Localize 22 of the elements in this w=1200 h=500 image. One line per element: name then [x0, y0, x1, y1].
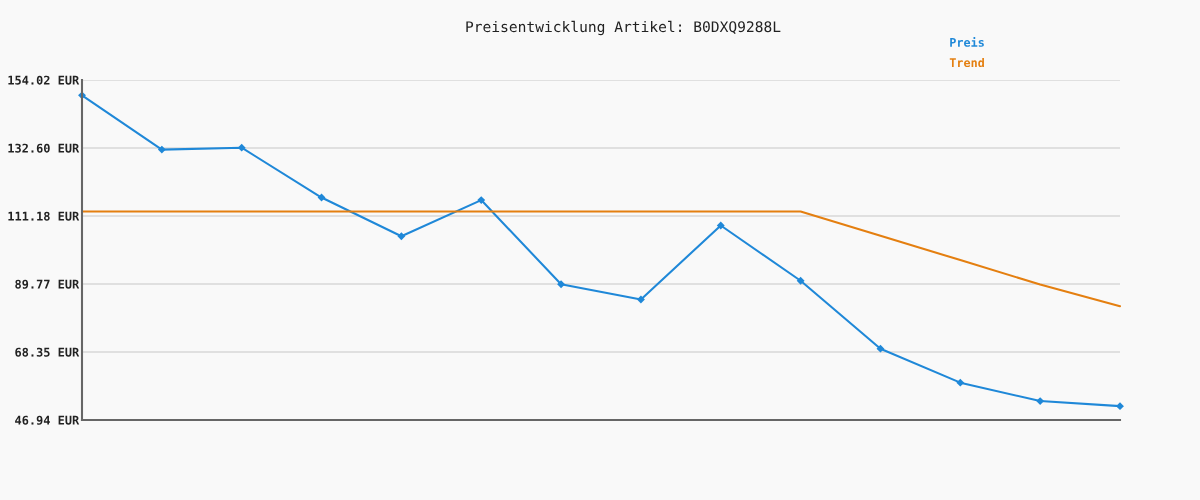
y-tick-label: 132.60 EUR: [8, 143, 80, 153]
point: [237, 143, 246, 152]
point: [157, 145, 166, 154]
y-tick-label: 89.77 EUR: [15, 279, 80, 289]
point: [956, 378, 965, 387]
chart-title: Preisentwicklung Artikel: B0DXQ9288L: [466, 20, 781, 36]
point: [637, 295, 645, 304]
point: [477, 196, 486, 205]
y-tick-label: 68.35 EUR: [15, 347, 80, 357]
point: [796, 276, 805, 285]
point: [1036, 397, 1045, 405]
line-series: [80, 210, 1122, 308]
y-tick-label: 46.94 EUR: [15, 415, 80, 425]
y-tick-label: 111.18 EUR: [8, 211, 80, 221]
y-tick-label: 154.02 EUR: [8, 75, 80, 85]
point: [876, 344, 885, 353]
point: [1116, 402, 1124, 411]
point: [716, 221, 725, 230]
point: [397, 232, 406, 241]
point: [557, 280, 565, 289]
text: Preis: [950, 37, 984, 47]
text: Trend: [949, 57, 984, 68]
